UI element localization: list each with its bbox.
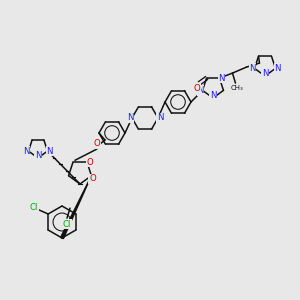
Text: O: O bbox=[87, 158, 93, 167]
Polygon shape bbox=[61, 176, 92, 238]
Text: N: N bbox=[46, 147, 53, 156]
Text: CH₃: CH₃ bbox=[231, 85, 244, 91]
Text: O: O bbox=[193, 84, 200, 93]
Text: N: N bbox=[274, 64, 281, 73]
Text: N: N bbox=[157, 113, 163, 122]
Text: N: N bbox=[127, 113, 133, 122]
Text: N: N bbox=[262, 70, 268, 79]
Text: N: N bbox=[197, 86, 204, 95]
Text: N: N bbox=[210, 92, 216, 100]
Text: N: N bbox=[218, 74, 225, 82]
Text: O: O bbox=[89, 174, 96, 183]
Text: Cl: Cl bbox=[30, 203, 38, 212]
Text: N: N bbox=[35, 152, 41, 160]
Text: N: N bbox=[23, 147, 30, 156]
Text: O: O bbox=[94, 140, 100, 148]
Text: N: N bbox=[249, 64, 256, 73]
Text: Cl: Cl bbox=[63, 220, 71, 229]
